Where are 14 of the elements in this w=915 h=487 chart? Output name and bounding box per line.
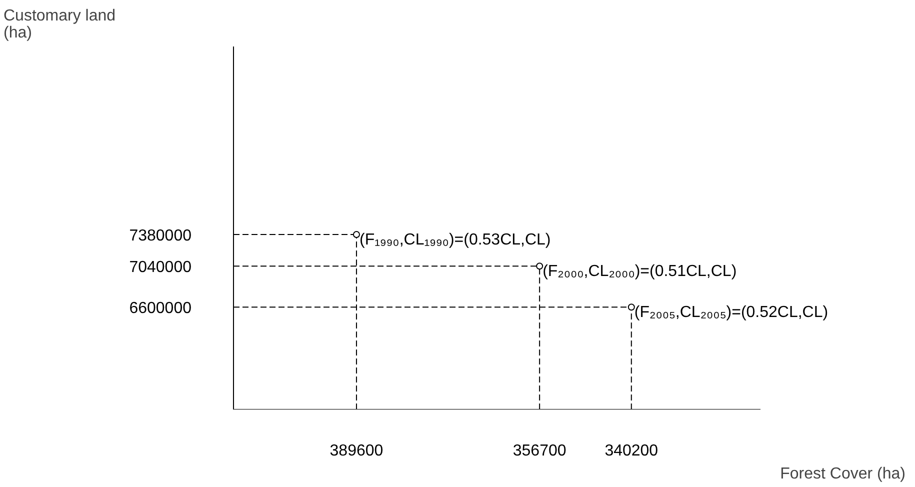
point: [352, 231, 360, 238]
y-tick-label: 7040000: [129, 259, 192, 276]
x-tick-label: 356700: [512, 442, 566, 460]
x-tick-label: 340200: [604, 442, 658, 460]
y-tick-label: 7380000: [129, 228, 192, 245]
annotation: (F₂₀₀₅,CL₂₀₀₅)=(0.52CL,CL): [634, 304, 828, 322]
y-tick-label: 6600000: [129, 300, 192, 318]
x-tick-label: 389600: [330, 442, 384, 460]
y-axis-title: Customary land (ha): [4, 8, 116, 42]
point: [628, 304, 635, 311]
x-axis-title: Forest Cover (ha): [780, 466, 906, 482]
point: [536, 262, 544, 270]
annotation: (F₁₉₉₀,CL₁₉₉₀)=(0.53CL,CL): [359, 232, 551, 249]
annotation: (F₂₀₀₀,CL₂₀₀₀)=(0.51CL,CL): [542, 263, 737, 280]
